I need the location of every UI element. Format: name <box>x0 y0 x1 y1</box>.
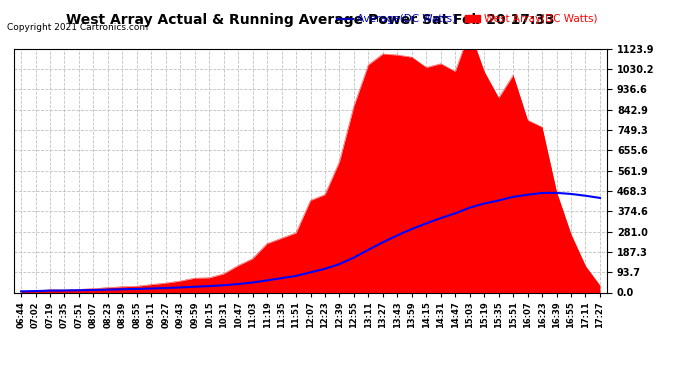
Text: Copyright 2021 Cartronics.com: Copyright 2021 Cartronics.com <box>7 22 148 32</box>
Title: West Array Actual & Running Average Power Sat Feb 20 17:33: West Array Actual & Running Average Powe… <box>66 13 555 27</box>
Legend: Average(DC Watts), West Array(DC Watts): Average(DC Watts), West Array(DC Watts) <box>333 10 602 28</box>
